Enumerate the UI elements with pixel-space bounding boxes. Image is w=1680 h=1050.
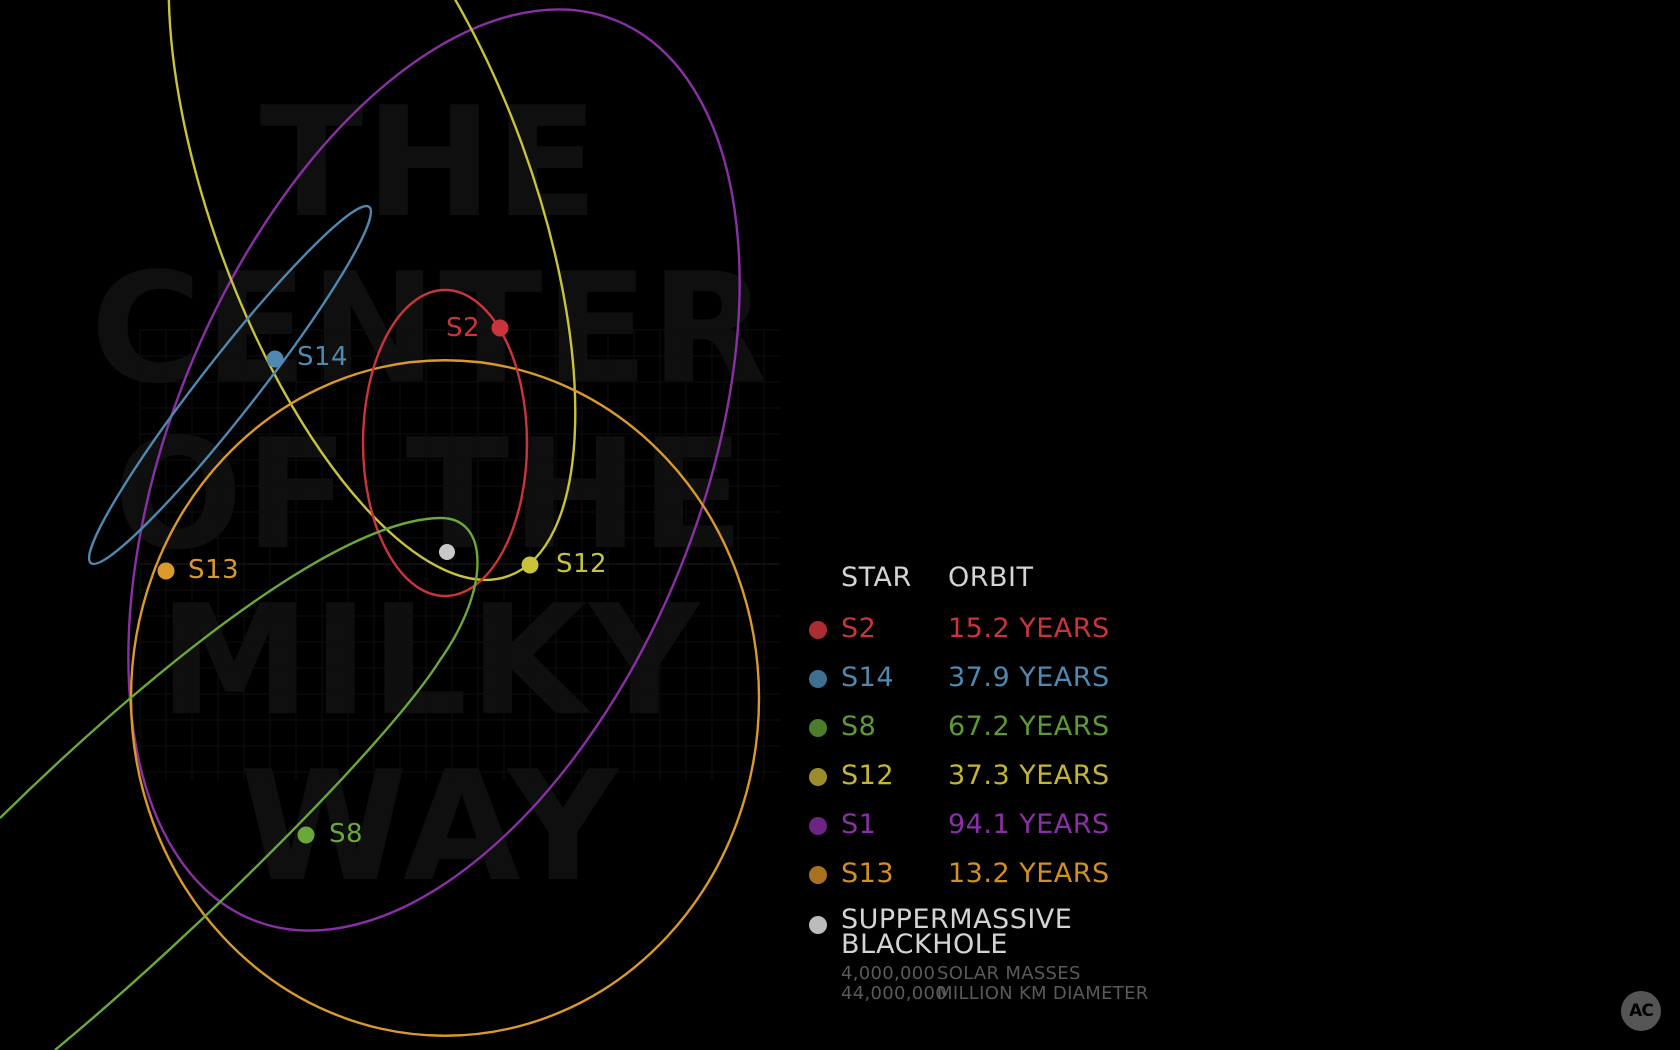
legend-orbit-value: 37.9 YEARS <box>948 662 1110 693</box>
blackhole-diameter-value: 44,000,000 <box>841 983 948 1004</box>
star-s12-dot <box>521 556 539 574</box>
legend-orbit-value: 67.2 YEARS <box>948 711 1110 742</box>
legend-orbit-value: 94.1 YEARS <box>948 809 1110 840</box>
legend-dot <box>809 768 827 786</box>
legend-header: STAR ORBIT <box>800 562 1200 598</box>
star-s14-label: S14 <box>297 342 349 372</box>
star-s2-dot <box>491 319 509 337</box>
orbit-s2 <box>361 288 529 598</box>
legend-orbit-value: 13.2 YEARS <box>948 858 1110 889</box>
legend-row-s13: S13 13.2 YEARS <box>800 856 1220 892</box>
blackhole-dot <box>439 544 455 560</box>
legend-row-s1: S1 94.1 YEARS <box>800 807 1220 843</box>
blackhole-name: SUPPERMASSIVE BLACKHOLE <box>841 904 1073 960</box>
legend-orbit-value: 15.2 YEARS <box>948 613 1110 644</box>
legend-dot <box>809 719 827 737</box>
legend-star-name: S2 <box>841 613 877 644</box>
blackhole-mass-value: 4,000,000 <box>841 963 936 984</box>
orbit-s13 <box>129 359 761 1037</box>
blackhole-mass-label: SOLAR MASSES <box>937 963 1081 984</box>
legend-header-orbit: ORBIT <box>948 562 1034 593</box>
legend-row-s14: S14 37.9 YEARS <box>800 660 1220 696</box>
legend-row-s2: S2 15.2 YEARS <box>800 611 1220 647</box>
legend-row-s12: S12 37.3 YEARS <box>800 758 1220 794</box>
star-s8-label: S8 <box>329 819 364 849</box>
legend-dot <box>809 866 827 884</box>
legend-orbit-value: 37.3 YEARS <box>948 760 1110 791</box>
star-s2-label: S2 <box>446 313 481 343</box>
blackhole-diameter-stat: 44,000,000MILLION KM DIAMETER <box>841 983 1149 1004</box>
star-s12-label: S12 <box>556 549 608 579</box>
orbit-s14 <box>87 204 373 566</box>
star-s14-dot <box>266 350 284 368</box>
orbit-s1 <box>127 8 741 932</box>
ac-logo: AC <box>1621 991 1661 1031</box>
blackhole-diameter-label: MILLION KM DIAMETER <box>937 983 1149 1004</box>
legend-dot <box>809 916 827 934</box>
legend-dot <box>809 670 827 688</box>
star-s13-dot <box>157 562 175 580</box>
legend-dot <box>809 817 827 835</box>
legend-star-name: S12 <box>841 760 894 791</box>
legend-star-name: S8 <box>841 711 877 742</box>
legend-star-name: S14 <box>841 662 894 693</box>
legend-star-name: S13 <box>841 858 894 889</box>
orbit-s12 <box>167 0 577 581</box>
blackhole-mass-stat: 4,000,000SOLAR MASSES <box>841 963 1081 984</box>
legend-dot <box>809 621 827 639</box>
legend-star-name: S1 <box>841 809 877 840</box>
star-s13-label: S13 <box>188 555 240 585</box>
orbit-s8 <box>0 516 479 1050</box>
background-grid <box>139 329 780 780</box>
legend-header-star: STAR <box>841 562 912 593</box>
legend-row-s8: S8 67.2 YEARS <box>800 709 1220 745</box>
star-s8-dot <box>297 826 315 844</box>
